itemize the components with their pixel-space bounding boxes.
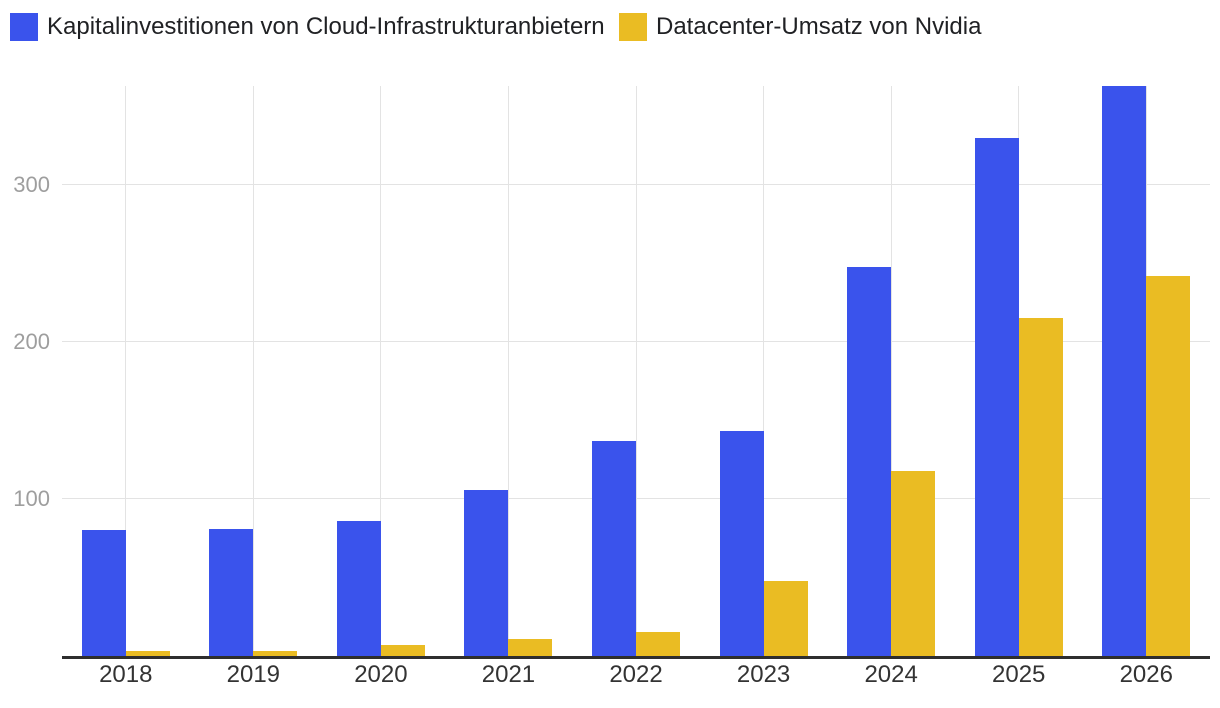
bar-nvidia-2026[interactable] — [1146, 276, 1191, 656]
category-group-2025 — [955, 86, 1083, 656]
y-tick-label-200: 200 — [13, 328, 50, 354]
category-group-2023 — [700, 86, 828, 656]
category-group-2020 — [317, 86, 445, 656]
x-tick-label-2021: 2021 — [481, 661, 536, 688]
x-tick-label-2019: 2019 — [226, 661, 281, 688]
bar-capex-2019[interactable] — [209, 529, 254, 656]
x-tick-label-2026: 2026 — [1119, 661, 1173, 688]
category-group-2018 — [62, 86, 190, 656]
bar-nvidia-2020[interactable] — [380, 645, 425, 656]
vertical-gridline-2022 — [635, 86, 637, 656]
x-tick-label-2023: 2023 — [736, 661, 791, 688]
y-tick-label-300: 300 — [13, 171, 50, 197]
bar-capex-2022[interactable] — [592, 441, 637, 656]
vertical-gridline-2018 — [125, 86, 127, 656]
bar-nvidia-2021[interactable] — [508, 639, 553, 656]
x-axis: 2018 2019 2020 2021 2022 2023 2024 2025 2026 — [62, 661, 1210, 689]
horizontal-gridline-300 — [62, 184, 1210, 186]
y-tick-label-100: 100 — [13, 485, 50, 511]
x-tick-label-2018: 2018 — [99, 661, 153, 688]
category-group-2024 — [827, 86, 955, 656]
x-tick-label-2025: 2025 — [992, 661, 1046, 688]
bar-capex-2021[interactable] — [464, 490, 509, 656]
bar-nvidia-2022[interactable] — [636, 632, 681, 656]
bar-nvidia-2023[interactable] — [763, 581, 808, 656]
category-group-2026 — [1083, 86, 1211, 656]
horizontal-gridline-200 — [62, 341, 1210, 343]
x-tick-label-2022: 2022 — [609, 661, 663, 688]
bar-nvidia-2019[interactable] — [253, 651, 298, 656]
bar-capex-2026[interactable] — [1102, 86, 1147, 656]
plot-area — [62, 86, 1210, 659]
bar-nvidia-2024[interactable] — [891, 471, 936, 656]
bar-capex-2024[interactable] — [847, 267, 892, 656]
vertical-gridline-2021 — [507, 86, 509, 656]
legend-swatch-capex — [10, 13, 38, 41]
bar-nvidia-2025[interactable] — [1018, 318, 1063, 656]
bar-nvidia-2018[interactable] — [125, 651, 170, 656]
vertical-gridline-2023 — [763, 86, 765, 656]
legend-swatch-nvidia — [619, 13, 647, 41]
category-group-2022 — [572, 86, 700, 656]
bar-capex-2020[interactable] — [336, 521, 381, 656]
y-axis: 100 200 300 — [0, 86, 54, 656]
vertical-gridline-2020 — [380, 86, 382, 656]
bar-groups — [62, 86, 1210, 656]
legend-item-nvidia[interactable]: Datacenter-Umsatz von Nvidia — [619, 13, 981, 41]
bar-capex-2025[interactable] — [974, 138, 1019, 656]
category-group-2019 — [190, 86, 318, 656]
x-tick-label-2024: 2024 — [864, 661, 918, 688]
legend-item-capex[interactable]: Kapitalinvestitionen von Cloud-Infrastru… — [10, 13, 605, 41]
bar-capex-2023[interactable] — [719, 431, 764, 656]
legend-label-nvidia: Datacenter-Umsatz von Nvidia — [656, 13, 982, 40]
category-group-2021 — [445, 86, 573, 656]
vertical-gridline-2024 — [890, 86, 892, 656]
vertical-gridline-2019 — [252, 86, 254, 656]
bar-capex-2018[interactable] — [81, 530, 126, 656]
x-tick-label-2020: 2020 — [354, 661, 408, 688]
legend-label-capex: Kapitalinvestitionen von Cloud-Infrastru… — [47, 13, 605, 40]
